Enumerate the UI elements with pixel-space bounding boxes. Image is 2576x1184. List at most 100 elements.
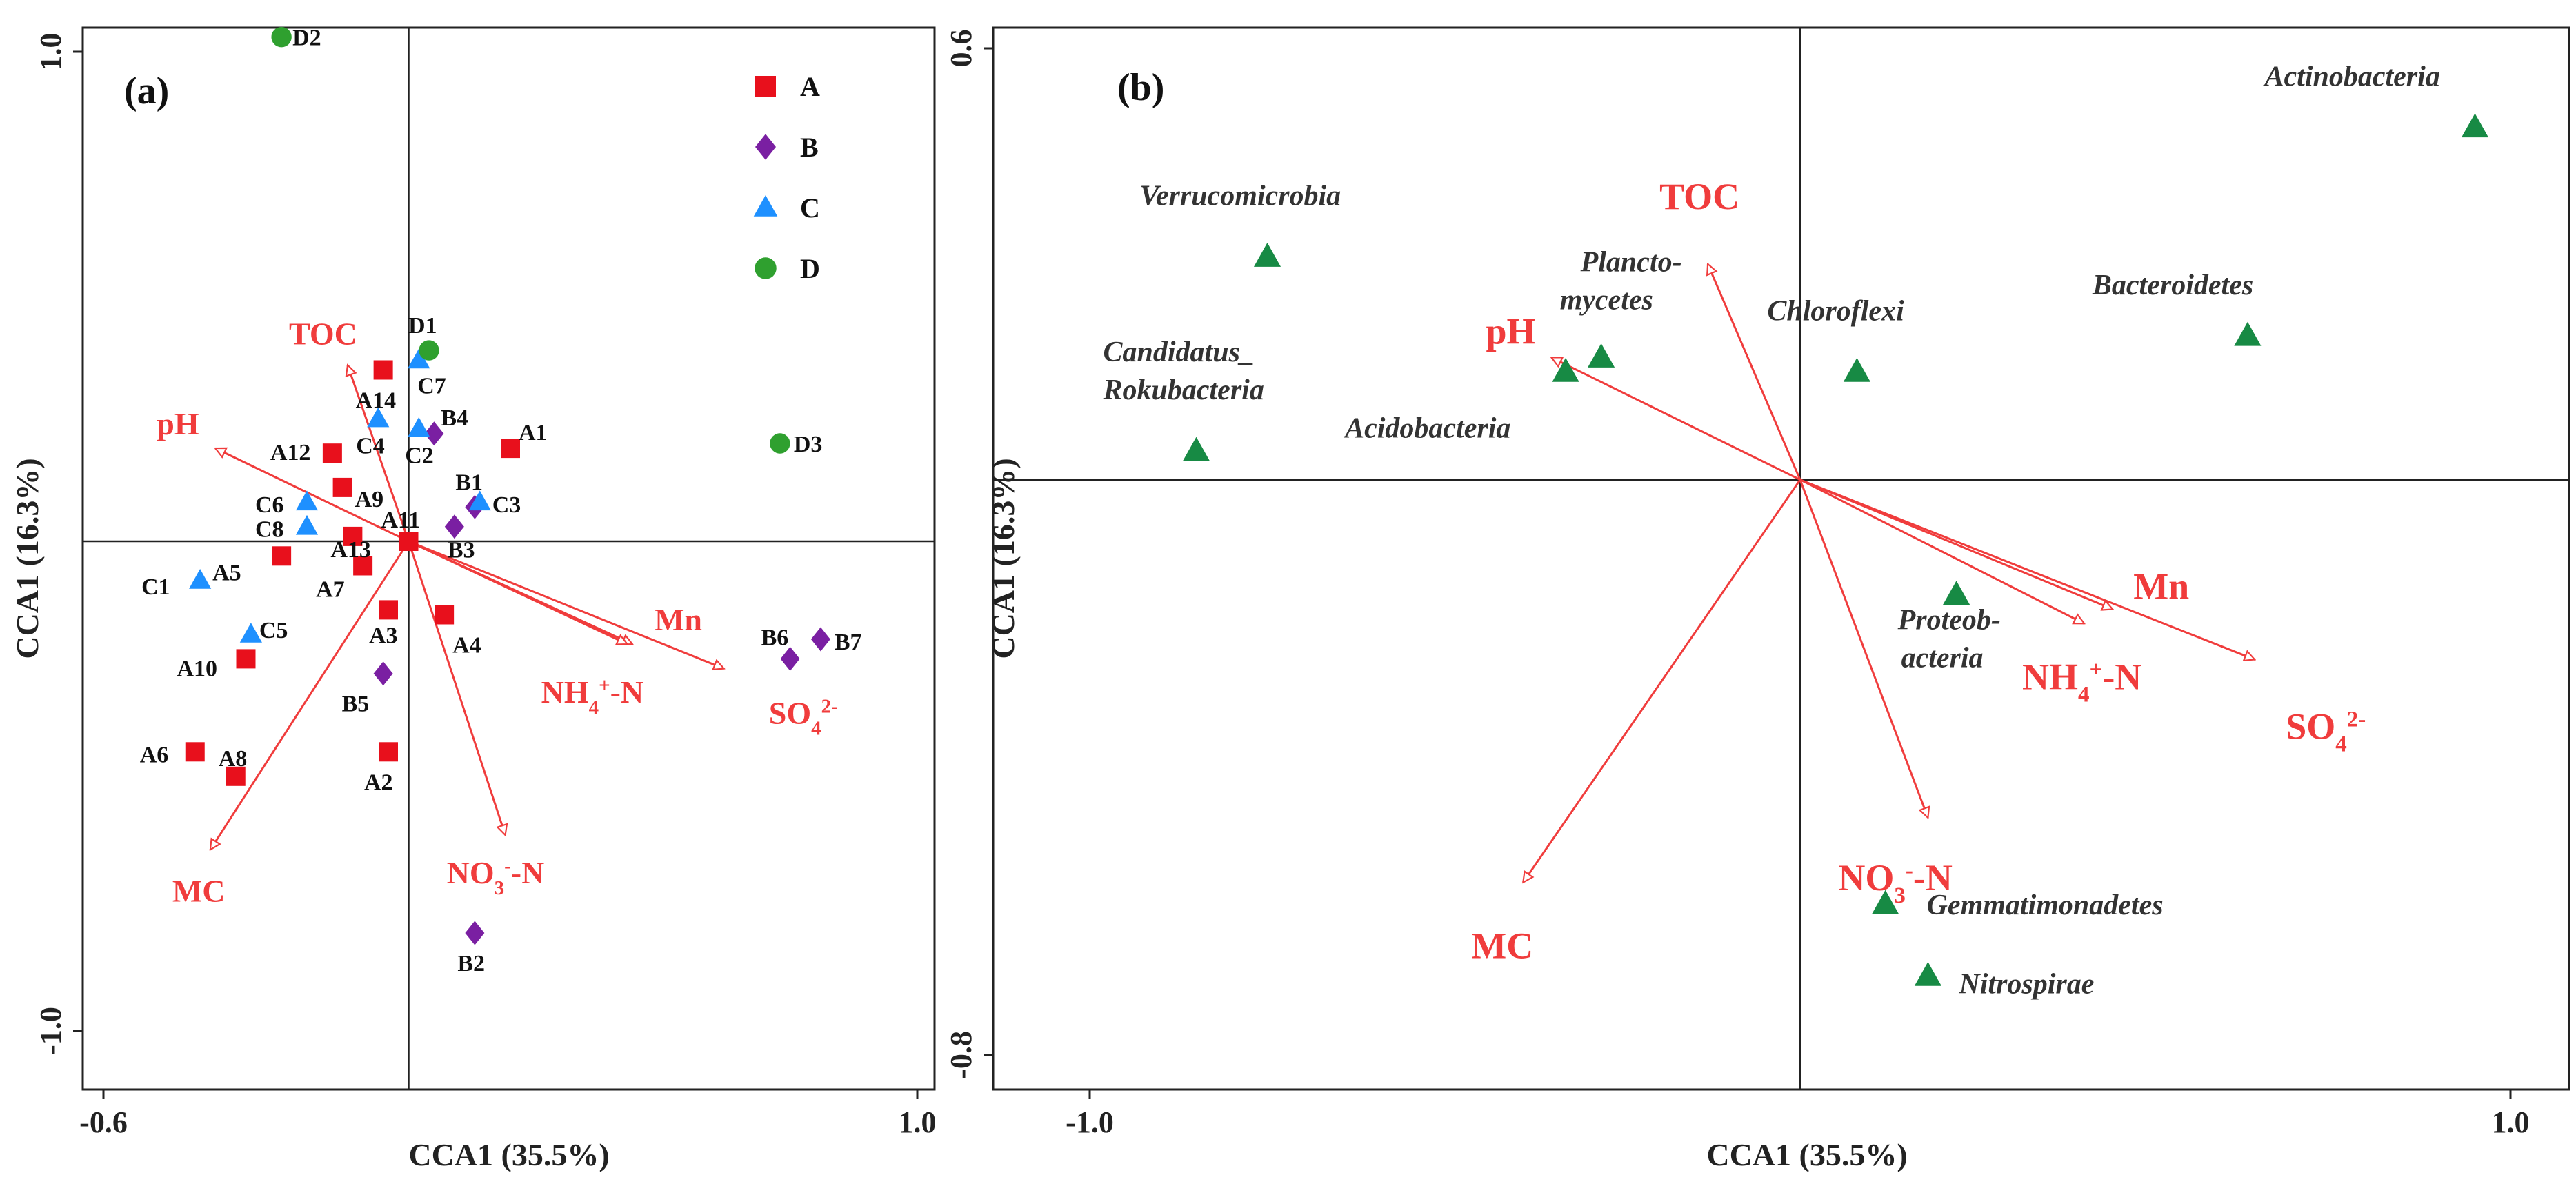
- panel-b-point-chloroflexi: [1843, 357, 1870, 382]
- panel-a-legend-label-d: D: [800, 253, 820, 284]
- panel-a-point-label-d2: D2: [292, 26, 321, 51]
- panel-a-legend-marker-c: [753, 195, 778, 217]
- panel-b-point-label-candidatus-rokubacteria-line-1: Candidatus_: [1104, 337, 1255, 368]
- panel-b-point-plancto-mycetes: [1588, 343, 1615, 368]
- panel-b-y-axis-label: CCA1 (16.3%): [986, 458, 1021, 659]
- panel-a-point-label-a5: A5: [212, 560, 241, 585]
- panel-b-point-label-verrucomicrobia: Verrucomicrobia: [1140, 180, 1341, 212]
- panel-b-y-tick-label: 0.6: [944, 30, 978, 68]
- panel-b-env-arrow-mc: [1523, 479, 1801, 883]
- panel-b-point-label-actinobacteria: Actinobacteria: [2263, 61, 2440, 93]
- panel-a-point-label-b5: B5: [342, 692, 370, 717]
- panel-a-point-c3: [468, 490, 491, 511]
- panel-b-point-actinobacteria: [2461, 113, 2489, 138]
- panel-a-point-a9: [332, 477, 352, 497]
- panel-a-env-label-nh4-n: NH4+-N: [541, 674, 644, 719]
- panel-a-point-label-a3: A3: [369, 623, 398, 648]
- panel-a-point-a12: [322, 443, 342, 463]
- panel-b-env-arrow-so4: [1799, 479, 2255, 660]
- panel-a-env-label-ph: pH: [157, 406, 199, 441]
- panel-a-point-label-a10: A10: [177, 656, 218, 681]
- panel-a-point-label-c6: C6: [255, 492, 284, 518]
- panel-a-point-label-a6: A6: [140, 742, 169, 767]
- panel-a-point-label-c4: C4: [356, 434, 385, 459]
- panel-a-point-a1: [501, 439, 520, 459]
- panel-b-point-candidatus-rokubacteria: [1182, 437, 1210, 461]
- panel-a-point-d3: [770, 433, 790, 454]
- panel-a-point-label-d3: D3: [794, 432, 823, 457]
- panel-b-env-arrow-no3-n: [1799, 479, 1928, 818]
- panel-a-point-d1: [419, 340, 439, 361]
- panel-a-point-label-c8: C8: [255, 517, 284, 543]
- panel-b-x-tick-label: 1.0: [2492, 1105, 2530, 1139]
- panel-a-point-label-d1: D1: [408, 313, 437, 339]
- panel-a-point-a6: [185, 742, 205, 762]
- panel-a-x-tick-label: -0.6: [79, 1105, 128, 1139]
- panel-a-env-label-toc: TOC: [289, 316, 357, 351]
- panel-b-point-acidobacteria: [1552, 357, 1579, 382]
- panel-a-x-tick-label: 1.0: [899, 1105, 937, 1139]
- panel-b-point-gemmatimonadetes: [1872, 890, 1899, 914]
- panel-a-point-c6: [295, 490, 319, 511]
- panel-a-point-label-a9: A9: [355, 487, 384, 512]
- panel-a-env-arrow-toc: [348, 365, 410, 542]
- panel-a-point-d2: [271, 27, 292, 48]
- panel-b-x-tick-label: -1.0: [1066, 1105, 1114, 1139]
- panel-a-point-label-a7: A7: [316, 577, 345, 603]
- panel-a-point-label-a1: A1: [519, 420, 548, 445]
- panel-b-env-arrow-nh4-n: [1799, 479, 2084, 625]
- panel-a: -0.6 1.0 1.0 -1.0 CCA1 (35.5%) CCA1 (16.3%) (a…: [10, 26, 937, 1172]
- panel-b-point-label-proteob-acteria-line-2: acteria: [1901, 643, 1984, 674]
- panel-a-point-c7: [408, 348, 430, 369]
- panel-b-env-label-toc: TOC: [1659, 176, 1739, 217]
- panel-a-env-label-no3-n: NO3--N: [447, 855, 545, 899]
- panel-a-point-b6: [780, 646, 800, 671]
- panel-a-point-b4: [424, 421, 444, 446]
- panel-b-point-nitrospirae: [1914, 961, 1941, 986]
- panel-a-point-label-a2: A2: [364, 770, 393, 795]
- panel-a-point-label-c1: C1: [141, 574, 170, 600]
- panel-a-point-a13: [343, 526, 363, 546]
- panel-b-env-arrow-ph: [1552, 357, 1801, 481]
- panel-a-point-label-a8: A8: [219, 746, 248, 772]
- panel-b-env-label-ph: pH: [1486, 310, 1536, 352]
- panel-b-env-label-no3-n: NO3--N: [1838, 857, 1952, 908]
- panel-a-point-label-a4: A4: [452, 633, 481, 659]
- panel-b-plot-frame: [992, 26, 2570, 1091]
- panel-a-y-tick-label: -1.0: [34, 1007, 68, 1055]
- panel-a-point-label-c3: C3: [492, 492, 521, 518]
- panel-a-point-label-c2: C2: [405, 443, 434, 469]
- panel-a-point-a2: [379, 742, 398, 762]
- panel-a-plot-frame: [81, 26, 936, 1091]
- panel-a-panel-label: (a): [124, 70, 169, 112]
- panel-b-y-tick-label: -0.8: [944, 1031, 978, 1079]
- panel-a-point-label-b3: B3: [448, 538, 475, 563]
- panel-a-point-a5: [272, 546, 292, 566]
- panel-b-env-label-nh4-n: NH4+-N: [2022, 656, 2141, 707]
- panel-a-point-a3: [379, 600, 398, 620]
- panel-a-y-axis-label: CCA1 (16.3%): [10, 458, 45, 659]
- panel-a-point-label-c7: C7: [417, 373, 446, 399]
- panel-a-point-a14: [373, 360, 393, 380]
- panel-a-x-axis-label: CCA1 (35.5%): [408, 1137, 609, 1172]
- panel-a-point-c2: [408, 417, 430, 437]
- panel-a-point-label-a11: A11: [381, 508, 421, 533]
- panel-a-env-arrow-so4: [408, 540, 724, 669]
- panel-b-point-bacteroidetes: [2234, 321, 2262, 346]
- panel-a-point-a10: [236, 649, 256, 669]
- panel-b-x-axis-label: CCA1 (35.5%): [1706, 1137, 1907, 1172]
- panel-a-point-c5: [239, 623, 262, 643]
- panel-a-point-a4: [435, 605, 455, 625]
- panel-a-point-b2: [465, 921, 485, 945]
- panel-b-point-label-candidatus-rokubacteria-line-2: Rokubacteria: [1103, 374, 1264, 406]
- panel-a-env-label-mn: Mn: [655, 602, 702, 637]
- panel-b-env-label-mn: Mn: [2133, 565, 2189, 607]
- panel-a-point-label-b4: B4: [441, 405, 468, 431]
- panel-b-point-label-acidobacteria: Acidobacteria: [1343, 412, 1510, 444]
- panel-a-legend-label-c: C: [800, 192, 820, 223]
- panel-b-point-label-proteob-acteria-line-1: Proteob-: [1897, 605, 2001, 636]
- panel-b-point-label-nitrospirae: Nitrospirae: [1958, 968, 2094, 1000]
- panel-a-point-label-a14: A14: [356, 388, 397, 414]
- panel-a-env-arrow-no3-n: [408, 541, 506, 835]
